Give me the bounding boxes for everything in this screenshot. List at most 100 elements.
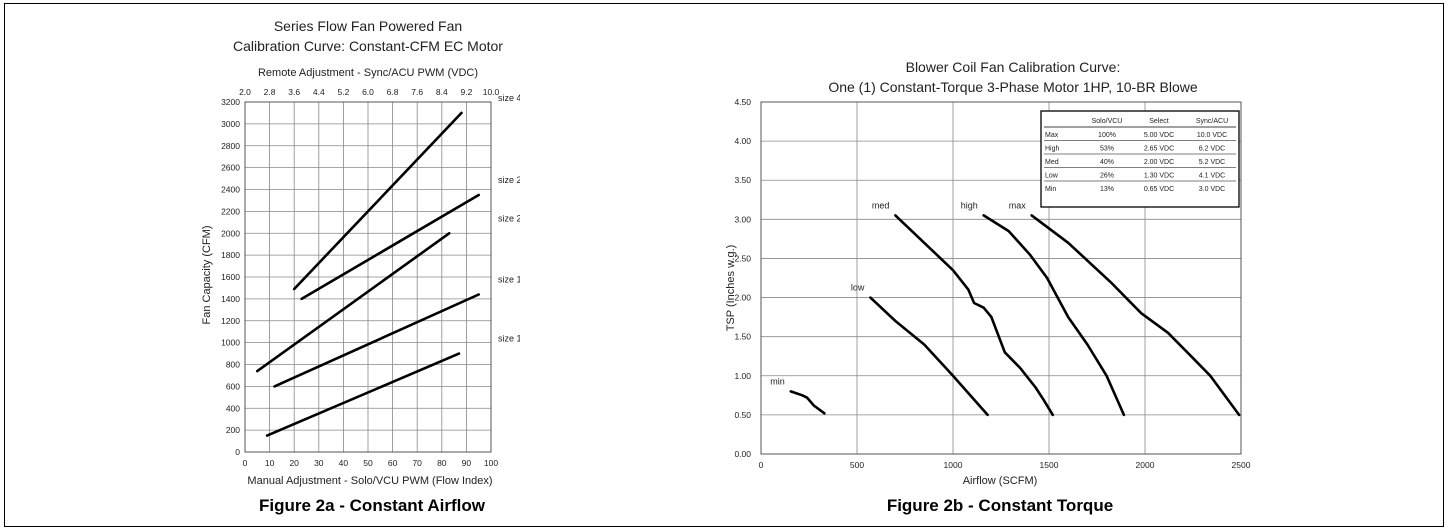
chart-a-x-tick-label: 60 [388,458,398,468]
chart-a-x-tick-label: 50 [363,458,373,468]
chart-a-y-tick-label: 0 [235,447,240,457]
chart-b-x-tick-label: 500 [850,460,864,470]
chart-a-title-line-1: Series Flow Fan Powered Fan [274,18,462,34]
chart-b-x-tick-label: 2000 [1136,460,1155,470]
table-cell: 26% [1100,173,1114,180]
chart-a-y-tick-label: 2000 [221,228,240,238]
series-max-label: max [1009,200,1027,210]
chart-b-title-line-2: One (1) Constant-Torque 3-Phase Motor 1H… [828,79,1198,95]
chart-b-y-tick-label: 3.00 [734,214,751,224]
chart-a-y-tick-label: 400 [226,403,240,413]
chart-a-x-tick-label: 80 [437,458,447,468]
chart-a-y-tick-label: 200 [226,425,240,435]
chart-a-top-ticks: 2.0 2.8 3.6 4.4 5.2 6.0 6.8 7.6 8.4 9.2 10.0 [239,87,499,97]
figure-frame [4,3,1444,527]
table-cell: 1.30 VDC [1144,173,1174,180]
chart-a-y-tick-label: 3200 [221,97,240,107]
chart-a-top-tick-label: 9.2 [460,87,472,97]
chart-constant-airflow: Series Flow Fan Powered Fan Calibration … [201,18,520,515]
series-size-24-line [300,193,481,301]
chart-b-x-tick-label: 2500 [1232,460,1251,470]
series-min-line [789,390,826,415]
table-cell: 2.00 VDC [1144,159,1174,166]
table-cell: 13% [1100,186,1114,193]
table-cell: Med [1045,159,1059,166]
chart-a-y-tick-label: 1400 [221,294,240,304]
table-cell: 5.00 VDC [1144,132,1174,139]
chart-b-y-tick-label: 1.50 [734,332,751,342]
chart-b-x-axis-label: Airflow (SCFM) [963,475,1038,487]
chart-a-y-tick-label: 2400 [221,185,240,195]
table-cell: 0.65 VDC [1144,186,1174,193]
chart-b-x-tick-label: 0 [759,460,764,470]
series-high-label: high [961,200,978,210]
table-cell: Low [1045,173,1059,180]
series-size-40-line [292,111,463,291]
chart-a-y-tick-label: 1200 [221,316,240,326]
table-cell: 53% [1100,146,1114,153]
series-low-line [869,296,989,417]
chart-b-y-tick-label: 2.50 [734,253,751,263]
chart-b-y-ticks: 0.00 0.50 1.00 1.50 2.00 2.50 3.00 3.50 4.00 4.50 [734,97,751,459]
chart-a-y-tick-label: 1800 [221,250,240,260]
chart-a-top-tick-label: 6.8 [387,87,399,97]
table-cell: Min [1045,186,1056,193]
series-size-40-label: size 40 [498,93,520,103]
series-size-24-label: size 24 [498,175,520,185]
chart-a-y-axis-label: Fan Capacity (CFM) [201,225,213,324]
chart-a-top-tick-label: 2.8 [264,87,276,97]
chart-a-x-tick-label: 100 [484,458,498,468]
chart-b-y-axis-label: TSP (Inches w.g.) [725,245,737,332]
chart-b-y-tick-label: 4.50 [734,97,751,107]
series-min-label: min [770,376,785,386]
chart-b-x-ticks: 0 500 1000 1500 2000 2500 [759,460,1251,470]
series-max-line [1030,214,1241,417]
chart-a-x-tick-label: 30 [314,458,324,468]
chart-a-top-tick-label: 2.0 [239,87,251,97]
chart-a-series: size 40 size 24 size 21 size 14 size 11 [255,93,520,437]
series-size-21-label: size 21 [498,213,520,223]
chart-b-y-tick-label: 0.50 [734,410,751,420]
chart-b-x-tick-label: 1000 [944,460,963,470]
chart-a-x-tick-label: 70 [412,458,422,468]
chart-a-y-tick-label: 2200 [221,206,240,216]
table-cell: 5.2 VDC [1199,159,1225,166]
chart-a-y-tick-label: 2600 [221,163,240,173]
series-size-11-label: size 11 [498,334,520,344]
chart-b-caption: Figure 2b - Constant Torque [887,496,1113,515]
series-med-line [894,214,1055,417]
table-cell: 6.2 VDC [1199,146,1225,153]
chart-a-x-tick-label: 40 [339,458,349,468]
chart-a-title-line-2: Calibration Curve: Constant-CFM EC Motor [233,38,503,54]
series-high-line [982,214,1126,417]
table-cell: 40% [1100,159,1114,166]
series-size-14-line [273,293,481,388]
chart-b-plot-frame [760,101,1242,455]
chart-b-grid [760,101,1242,455]
table-cell: 3.0 VDC [1199,186,1225,193]
table-cell: 4.1 VDC [1199,173,1225,180]
series-med-label: med [872,200,890,210]
chart-b-y-tick-label: 4.00 [734,136,751,146]
chart-a-y-tick-label: 3000 [221,119,240,129]
table-header-cell: Sync/ACU [1196,118,1228,125]
chart-a-top-axis-label: Remote Adjustment - Sync/ACU PWM (VDC) [258,67,478,79]
series-size-21-line [255,232,451,373]
series-low-label: low [851,283,865,293]
table-cell: 100% [1098,132,1116,139]
chart-a-x-axis-label: Manual Adjustment - Solo/VCU PWM (Flow I… [247,475,492,487]
table-cell: Max [1045,132,1059,139]
chart-b-y-tick-label: 1.00 [734,371,751,381]
chart-a-x-tick-label: 20 [289,458,299,468]
chart-a-top-tick-label: 6.0 [362,87,374,97]
chart-b-y-tick-label: 0.00 [734,449,751,459]
chart-a-y-tick-label: 1600 [221,272,240,282]
speed-setting-table: Solo/VCU Select Sync/ACU Max 100% 5.00 VDC 10.… [1040,110,1240,208]
chart-a-y-ticks: 0 200 400 600 800 1000 1200 1400 1600 1800 2000 220… [221,97,240,457]
chart-a-y-tick-label: 2800 [221,141,240,151]
series-size-14-label: size 14 [498,275,520,285]
chart-a-x-tick-label: 10 [265,458,275,468]
table-cell: 2.65 VDC [1144,146,1174,153]
